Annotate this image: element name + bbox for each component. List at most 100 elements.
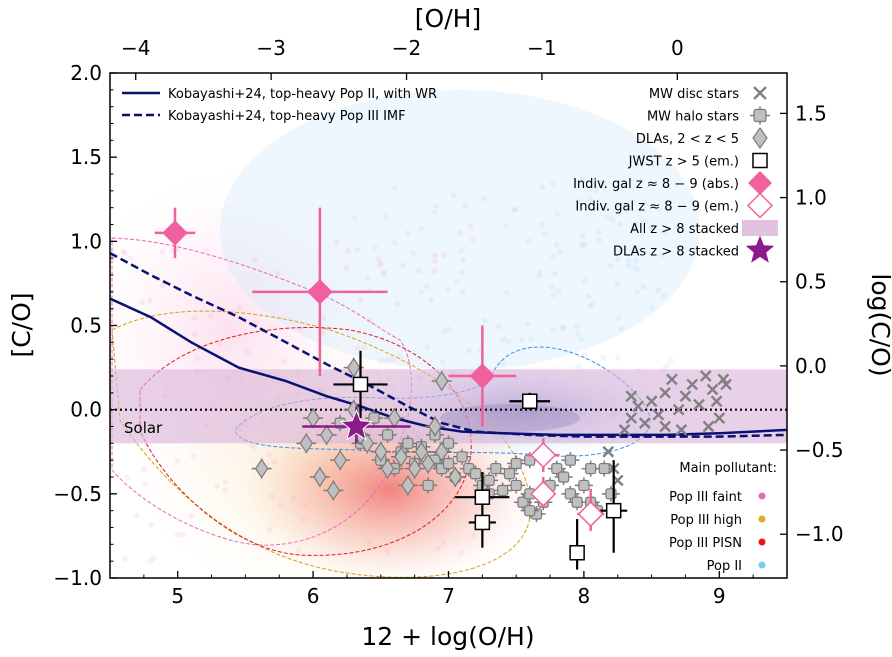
dla-diamond bbox=[401, 475, 415, 496]
faint-point bbox=[595, 228, 602, 235]
faint-point bbox=[573, 323, 580, 330]
legend-model-label: Kobayashi+24, top-heavy Pop III IMF bbox=[168, 109, 406, 124]
faint-point bbox=[550, 291, 557, 298]
faint-point bbox=[141, 466, 148, 473]
faint-point bbox=[174, 531, 181, 538]
legend-gray-square bbox=[753, 108, 767, 123]
legend-dataset-label: MW disc stars bbox=[649, 87, 739, 102]
faint-point bbox=[440, 539, 447, 546]
faint-point bbox=[502, 222, 509, 229]
faint-point bbox=[249, 442, 256, 449]
mw-halo-square bbox=[598, 462, 610, 475]
mw-halo-square bbox=[564, 488, 576, 500]
gal-em-point bbox=[577, 488, 605, 531]
y-tick-label: −1.0 bbox=[53, 566, 102, 590]
legend-dataset-label: MW halo stars bbox=[647, 110, 739, 125]
dla-point bbox=[411, 441, 432, 462]
faint-point bbox=[378, 357, 385, 364]
faint-point bbox=[150, 554, 157, 561]
faint-point bbox=[470, 532, 477, 539]
faint-point bbox=[450, 192, 457, 199]
mw-halo-point bbox=[513, 494, 532, 511]
faint-point bbox=[554, 210, 561, 217]
mw-halo-point bbox=[574, 477, 593, 494]
faint-point bbox=[510, 206, 517, 213]
mw-disc-stroke bbox=[713, 412, 726, 424]
contour-pop3-high bbox=[111, 310, 532, 578]
mw-disc-point bbox=[625, 412, 638, 424]
faint-point bbox=[271, 458, 278, 465]
gal-em-point bbox=[530, 477, 557, 508]
legend-dataset-label: JWST z > 5 (em.) bbox=[628, 155, 739, 170]
gal-em-diamond bbox=[530, 442, 557, 469]
faint-point bbox=[503, 289, 510, 296]
legend-dataset-marker bbox=[750, 106, 770, 125]
jwst-square bbox=[569, 545, 585, 561]
x-axis-title: 12 + log(O/H) bbox=[361, 622, 534, 651]
solar-label: Solar bbox=[124, 419, 163, 437]
y-tick-label: −0.5 bbox=[53, 482, 102, 506]
faint-point bbox=[634, 288, 641, 295]
mw-disc-stroke bbox=[679, 390, 692, 403]
faint-point bbox=[443, 490, 450, 497]
dla-point bbox=[404, 458, 425, 479]
faint-point bbox=[555, 287, 562, 294]
faint-point bbox=[445, 326, 452, 333]
faint-point bbox=[354, 246, 361, 253]
y-axis-title: [C/O] bbox=[7, 292, 36, 357]
dla-point bbox=[397, 475, 418, 496]
model-curve-2 bbox=[110, 251, 787, 438]
faint-point bbox=[609, 217, 616, 224]
mw-disc-point bbox=[659, 420, 671, 433]
dla-point bbox=[431, 441, 452, 462]
faint-point bbox=[357, 297, 364, 304]
faint-point bbox=[625, 257, 632, 264]
faint-point bbox=[138, 299, 145, 306]
right-tick-label: −1.0 bbox=[795, 522, 844, 546]
top-tick-label: −1 bbox=[527, 36, 556, 60]
legend-dataset-marker bbox=[746, 192, 774, 219]
model-curves bbox=[110, 251, 787, 438]
mw-halo-point bbox=[365, 410, 384, 427]
faint-point bbox=[431, 209, 438, 216]
mw-disc-point bbox=[675, 424, 688, 436]
mw-halo-square bbox=[564, 454, 576, 466]
mw-halo-point bbox=[480, 472, 499, 489]
faint-point bbox=[388, 355, 395, 362]
faint-point bbox=[222, 478, 229, 485]
mw-halo-square bbox=[490, 462, 502, 475]
faint-point bbox=[467, 223, 474, 230]
faint-point bbox=[541, 230, 548, 237]
faint-point bbox=[578, 335, 585, 342]
mw-halo-point bbox=[581, 460, 600, 477]
faint-point bbox=[371, 244, 378, 251]
legend-star bbox=[745, 235, 775, 263]
jwst-point bbox=[509, 392, 551, 410]
gal-abs-point bbox=[252, 207, 388, 376]
mw-halo-square bbox=[497, 484, 509, 497]
faint-point bbox=[587, 302, 594, 309]
legend-dataset-marker bbox=[752, 152, 768, 169]
dla-diamond bbox=[374, 441, 388, 462]
right-tick-label: 1.0 bbox=[795, 186, 827, 210]
legend-pink-diamond bbox=[748, 171, 772, 195]
faint-point bbox=[459, 288, 466, 295]
mw-disc-point bbox=[686, 378, 699, 391]
mw-disc-stroke bbox=[699, 370, 712, 382]
faint-point bbox=[615, 354, 622, 361]
faint-point bbox=[608, 262, 615, 269]
faint-point bbox=[457, 229, 464, 236]
dla-diamond bbox=[346, 357, 361, 378]
faint-point bbox=[222, 487, 229, 494]
dla-point bbox=[370, 441, 391, 462]
legend-pollutant-label: Pop III PISN bbox=[669, 536, 742, 551]
jwst-point bbox=[455, 471, 510, 515]
dla-diamond bbox=[319, 424, 334, 445]
faint-point bbox=[575, 330, 582, 337]
mw-disc-stroke bbox=[666, 373, 678, 386]
mw-disc-stroke bbox=[659, 420, 671, 433]
mw-disc-point bbox=[713, 412, 726, 424]
legend-dataset-label: Indiv. gal z ≈ 8 − 9 (abs.) bbox=[573, 177, 739, 192]
mw-disc-point bbox=[625, 390, 638, 403]
mw-halo-point bbox=[439, 455, 458, 472]
